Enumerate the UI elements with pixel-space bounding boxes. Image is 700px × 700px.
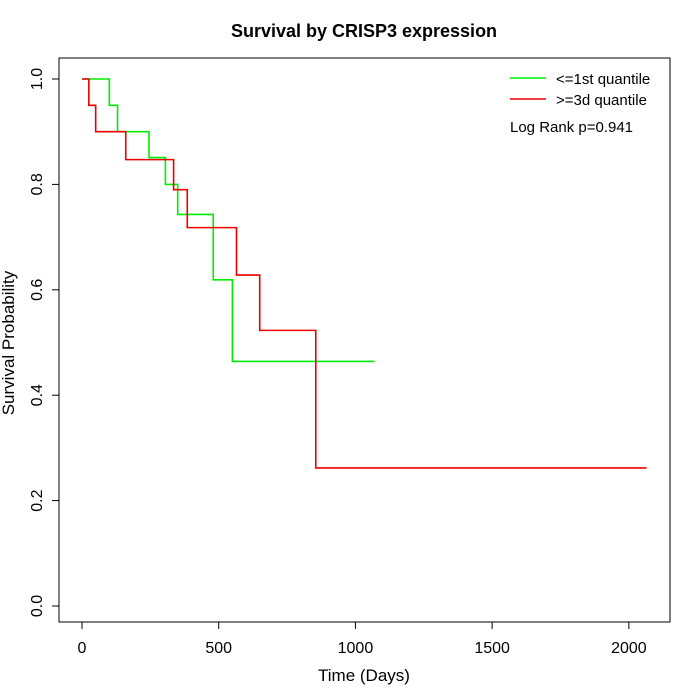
- x-tick-label: 1500: [474, 640, 510, 657]
- y-tick-label: 0.6: [29, 279, 46, 301]
- y-axis: 0.0 0.2 0.4 0.6 0.8 1.0: [29, 68, 60, 617]
- legend: <=1st quantile >=3d quantile Log Rank p=…: [510, 71, 650, 136]
- y-tick-label: 1.0: [29, 68, 46, 90]
- y-tick-label: 0.0: [29, 595, 46, 617]
- x-axis-label: Time (Days): [318, 666, 410, 685]
- y-tick-label: 0.8: [29, 173, 46, 195]
- x-tick-label: 500: [205, 640, 232, 657]
- survival-curve-series-2: [82, 78, 647, 469]
- series-layer: [82, 78, 647, 469]
- x-tick-label: 1000: [338, 640, 374, 657]
- x-axis: 0 500 1000 1500 2000: [78, 621, 647, 657]
- chart-title: Survival by CRISP3 expression: [231, 21, 497, 41]
- survival-curve-series-1: [82, 78, 375, 363]
- y-tick-label: 0.2: [29, 489, 46, 511]
- x-tick-label: 2000: [611, 640, 647, 657]
- x-tick-label: 0: [78, 640, 87, 657]
- plot-frame: [58, 57, 671, 623]
- legend-label-series-2: >=3d quantile: [556, 92, 647, 109]
- log-rank-annotation: Log Rank p=0.941: [510, 119, 633, 136]
- y-tick-label: 0.4: [29, 384, 46, 406]
- legend-label-series-1: <=1st quantile: [556, 71, 650, 88]
- y-axis-label: Survival Probability: [0, 270, 18, 415]
